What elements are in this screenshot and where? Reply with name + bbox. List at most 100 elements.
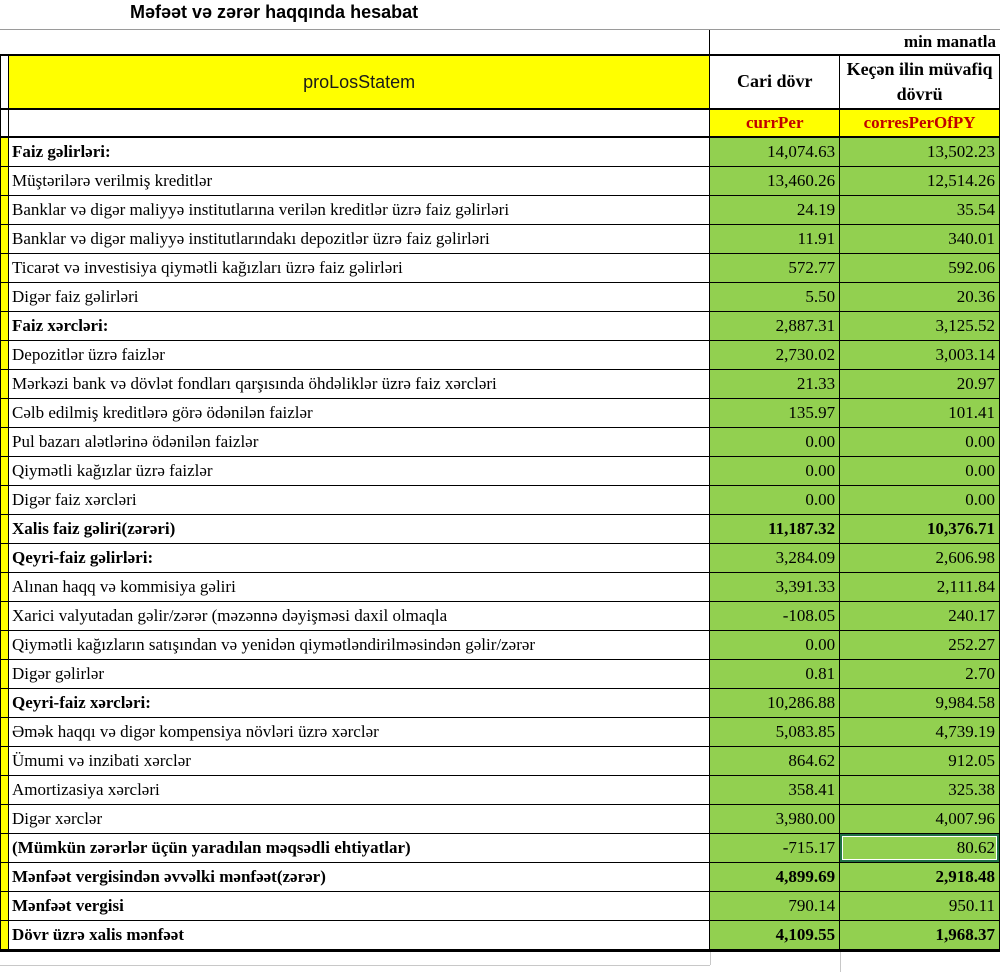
row-label-cell[interactable]: Mərkəzi bank və dövlət fondları qarşısın…	[9, 370, 711, 398]
row-label-cell[interactable]: Faiz gəlirləri:	[9, 138, 711, 166]
row-label-cell[interactable]: Amortizasiya xərcləri	[9, 776, 711, 804]
prior-value-cell[interactable]: 2,606.98	[840, 544, 1000, 572]
table-row: Xalis faiz gəliri(zərəri) 11,187.32 10,3…	[0, 515, 1000, 544]
current-value-cell[interactable]: 10,286.88	[710, 689, 841, 717]
current-value-cell[interactable]: 358.41	[710, 776, 841, 804]
prior-value-cell[interactable]: 12,514.26	[840, 167, 1000, 195]
row-label-cell[interactable]: Cəlb edilmiş kreditlərə görə ödənilən fa…	[9, 399, 711, 427]
row-label-cell[interactable]: Qeyri-faiz xərcləri:	[9, 689, 711, 717]
current-value-cell[interactable]: 0.00	[710, 631, 841, 659]
prior-value-cell[interactable]: 592.06	[840, 254, 1000, 282]
prior-value-cell[interactable]: 950.11	[840, 892, 1000, 920]
current-value-cell[interactable]: 5.50	[710, 283, 841, 311]
code-row-empty-cell[interactable]	[9, 110, 711, 136]
row-label-cell[interactable]: Əmək haqqı və digər kompensiya növləri ü…	[9, 718, 711, 746]
prior-value-cell[interactable]: 35.54	[840, 196, 1000, 224]
prior-value-cell[interactable]: 912.05	[840, 747, 1000, 775]
prior-value-cell[interactable]: 101.41	[840, 399, 1000, 427]
prior-value-cell[interactable]: 325.38	[840, 776, 1000, 804]
current-value-cell[interactable]: 14,074.63	[710, 138, 841, 166]
row-label-cell[interactable]: Mənfəət vergisi	[9, 892, 711, 920]
current-value-cell[interactable]: 0.00	[710, 486, 841, 514]
current-value-cell[interactable]: 2,887.31	[710, 312, 841, 340]
current-value-cell[interactable]: 0.81	[710, 660, 841, 688]
current-value-cell[interactable]: 21.33	[710, 370, 841, 398]
current-value-cell[interactable]: 4,899.69	[710, 863, 841, 891]
prior-value-cell[interactable]: 13,502.23	[840, 138, 1000, 166]
row-label-cell[interactable]: Müştərilərə verilmiş kreditlər	[9, 167, 711, 195]
table-row: Mərkəzi bank və dövlət fondları qarşısın…	[0, 370, 1000, 399]
row-label-cell[interactable]: Alınan haqq və kommisiya gəliri	[9, 573, 711, 601]
row-label-cell[interactable]: Qiymətli kağızların satışından və yenidə…	[9, 631, 711, 659]
current-value-cell[interactable]: 4,109.55	[710, 921, 841, 949]
row-label-cell[interactable]: Digər faiz xərcləri	[9, 486, 711, 514]
current-value-cell[interactable]: 0.00	[710, 428, 841, 456]
row-label-cell[interactable]: Xalis faiz gəliri(zərəri)	[9, 515, 711, 543]
table-row: Digər faiz gəlirləri 5.50 20.36	[0, 283, 1000, 312]
prior-value-cell[interactable]: 0.00	[840, 428, 1000, 456]
prior-value-cell[interactable]: 240.17	[840, 602, 1000, 630]
current-value-cell[interactable]: 135.97	[710, 399, 841, 427]
prior-value-cell[interactable]: 0.00	[840, 457, 1000, 485]
prior-value-cell[interactable]: 2,918.48	[840, 863, 1000, 891]
prior-value-cell[interactable]: 20.97	[840, 370, 1000, 398]
current-value-cell[interactable]: 3,391.33	[710, 573, 841, 601]
prior-period-header-cell[interactable]: Keçən ilin müvafiq dövrü	[840, 56, 1000, 108]
current-period-code-cell[interactable]: currPer	[710, 110, 841, 136]
sheet-continuation	[0, 952, 1000, 972]
row-label-cell[interactable]: Digər gəlirlər	[9, 660, 711, 688]
row-label-cell[interactable]: Digər xərclər	[9, 805, 711, 833]
row-label-cell[interactable]: Xarici valyutadan gəlir/zərər (məzənnə d…	[9, 602, 711, 630]
table-row: Qiymətli kağızların satışından və yenidə…	[0, 631, 1000, 660]
current-value-cell[interactable]: 0.00	[710, 457, 841, 485]
row-label-cell[interactable]: Ümumi və inzibati xərclər	[9, 747, 711, 775]
current-value-cell[interactable]: 3,284.09	[710, 544, 841, 572]
current-period-header-cell[interactable]: Cari dövr	[710, 56, 841, 108]
statement-name-cell[interactable]: proLosStatem	[9, 56, 711, 108]
current-value-cell[interactable]: 3,980.00	[710, 805, 841, 833]
prior-period-code-cell[interactable]: corresPerOfPY	[840, 110, 1000, 136]
row-label-cell[interactable]: (Mümkün zərərlər üçün yaradılan məqsədli…	[9, 834, 711, 862]
prior-value-cell[interactable]: 340.01	[840, 225, 1000, 253]
table-row: Cəlb edilmiş kreditlərə görə ödənilən fa…	[0, 399, 1000, 428]
prior-value-cell[interactable]: 3,125.52	[840, 312, 1000, 340]
current-value-cell[interactable]: 790.14	[710, 892, 841, 920]
prior-value-cell[interactable]: 4,739.19	[840, 718, 1000, 746]
prior-value-cell[interactable]: 252.27	[840, 631, 1000, 659]
row-label-cell[interactable]: Pul bazarı alətlərinə ödənilən faizlər	[9, 428, 711, 456]
row-label-cell[interactable]: Ticarət və investisiya qiymətli kağızlar…	[9, 254, 711, 282]
prior-value-cell[interactable]: 3,003.14	[840, 341, 1000, 369]
current-value-cell[interactable]: -108.05	[710, 602, 841, 630]
current-value-cell[interactable]: -715.17	[710, 834, 841, 862]
current-value-cell[interactable]: 13,460.26	[710, 167, 841, 195]
prior-value-cell[interactable]: 10,376.71	[840, 515, 1000, 543]
current-value-cell[interactable]: 5,083.85	[710, 718, 841, 746]
current-value-cell[interactable]: 11.91	[710, 225, 841, 253]
row-label-cell[interactable]: Depozitlər üzrə faizlər	[9, 341, 711, 369]
prior-value-cell[interactable]: 1,968.37	[840, 921, 1000, 949]
prior-value-cell[interactable]: 2.70	[840, 660, 1000, 688]
current-value-cell[interactable]: 24.19	[710, 196, 841, 224]
current-value-cell[interactable]: 572.77	[710, 254, 841, 282]
row-label-cell[interactable]: Faiz xərcləri:	[9, 312, 711, 340]
row-label-cell[interactable]: Mənfəət vergisindən əvvəlki mənfəət(zərə…	[9, 863, 711, 891]
row-label-cell[interactable]: Dövr üzrə xalis mənfəət	[9, 921, 711, 949]
prior-value-cell[interactable]: 80.62	[840, 834, 1000, 862]
row-label-cell[interactable]: Banklar və digər maliyyə institutlarına …	[9, 196, 711, 224]
row-label-cell[interactable]: Qiymətli kağızlar üzrə faizlər	[9, 457, 711, 485]
row-strip	[1, 138, 9, 166]
prior-value-cell[interactable]: 20.36	[840, 283, 1000, 311]
current-value-cell[interactable]: 864.62	[710, 747, 841, 775]
column-a-strip	[1, 110, 9, 136]
row-label-cell[interactable]: Qeyri-faiz gəlirləri:	[9, 544, 711, 572]
row-label-cell[interactable]: Digər faiz gəlirləri	[9, 283, 711, 311]
current-value-cell[interactable]: 2,730.02	[710, 341, 841, 369]
prior-value-cell[interactable]: 4,007.96	[840, 805, 1000, 833]
prior-value-cell[interactable]: 0.00	[840, 486, 1000, 514]
prior-value-cell[interactable]: 9,984.58	[840, 689, 1000, 717]
gridline-vertical	[840, 952, 841, 972]
row-strip	[1, 399, 9, 427]
row-label-cell[interactable]: Banklar və digər maliyyə institutlarında…	[9, 225, 711, 253]
prior-value-cell[interactable]: 2,111.84	[840, 573, 1000, 601]
current-value-cell[interactable]: 11,187.32	[710, 515, 841, 543]
